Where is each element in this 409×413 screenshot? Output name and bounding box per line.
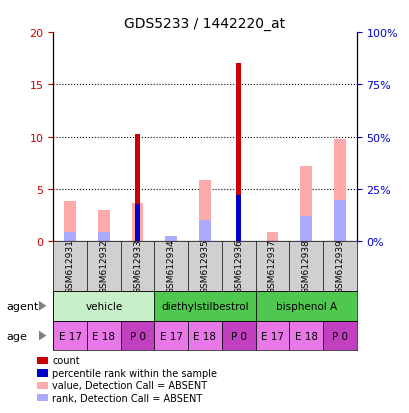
Text: E 17: E 17 xyxy=(58,331,81,341)
Text: GSM612933: GSM612933 xyxy=(133,239,142,294)
Bar xyxy=(299,216,311,242)
Bar xyxy=(135,134,140,242)
Bar xyxy=(64,232,76,242)
Bar xyxy=(165,236,177,242)
Bar xyxy=(255,291,356,321)
Text: GSM612934: GSM612934 xyxy=(166,239,175,294)
Bar xyxy=(236,196,241,242)
Bar xyxy=(64,202,76,242)
Text: GSM612938: GSM612938 xyxy=(301,239,310,294)
Text: diethylstilbestrol: diethylstilbestrol xyxy=(161,301,248,311)
Bar xyxy=(299,166,311,242)
Text: percentile rank within the sample: percentile rank within the sample xyxy=(52,368,217,378)
Text: count: count xyxy=(52,356,80,366)
Text: P 0: P 0 xyxy=(331,331,347,341)
Bar xyxy=(322,321,356,351)
Text: E 18: E 18 xyxy=(92,331,115,341)
Bar xyxy=(53,291,154,321)
Bar xyxy=(154,321,188,351)
Text: GSM612932: GSM612932 xyxy=(99,239,108,294)
Bar xyxy=(87,321,120,351)
Bar xyxy=(120,321,154,351)
Bar xyxy=(333,201,345,242)
Bar xyxy=(221,321,255,351)
Bar xyxy=(266,232,278,242)
Text: GSM612937: GSM612937 xyxy=(267,239,276,294)
Bar xyxy=(135,204,140,242)
Bar xyxy=(98,210,110,242)
Text: value, Detection Call = ABSENT: value, Detection Call = ABSENT xyxy=(52,380,207,390)
Bar xyxy=(236,64,241,242)
Text: E 18: E 18 xyxy=(294,331,317,341)
Bar xyxy=(154,291,255,321)
Bar xyxy=(131,203,143,242)
Bar xyxy=(188,321,221,351)
Text: agent: agent xyxy=(6,301,38,311)
Text: E 17: E 17 xyxy=(160,331,182,341)
Text: GSM612935: GSM612935 xyxy=(200,239,209,294)
Text: E 18: E 18 xyxy=(193,331,216,341)
Bar xyxy=(333,140,345,242)
Bar xyxy=(98,232,110,242)
Text: vehicle: vehicle xyxy=(85,301,122,311)
Text: E 17: E 17 xyxy=(260,331,283,341)
Text: GSM612939: GSM612939 xyxy=(335,239,344,294)
Text: rank, Detection Call = ABSENT: rank, Detection Call = ABSENT xyxy=(52,393,202,403)
Bar xyxy=(199,221,210,242)
Text: GSM612936: GSM612936 xyxy=(234,239,243,294)
Bar xyxy=(289,321,322,351)
Text: P 0: P 0 xyxy=(230,331,246,341)
Title: GDS5233 / 1442220_at: GDS5233 / 1442220_at xyxy=(124,17,285,31)
Text: P 0: P 0 xyxy=(129,331,145,341)
Text: GSM612931: GSM612931 xyxy=(65,239,74,294)
Text: age: age xyxy=(6,331,27,341)
Bar xyxy=(199,180,210,242)
Text: bisphenol A: bisphenol A xyxy=(275,301,336,311)
Bar xyxy=(53,321,87,351)
Bar xyxy=(255,321,289,351)
